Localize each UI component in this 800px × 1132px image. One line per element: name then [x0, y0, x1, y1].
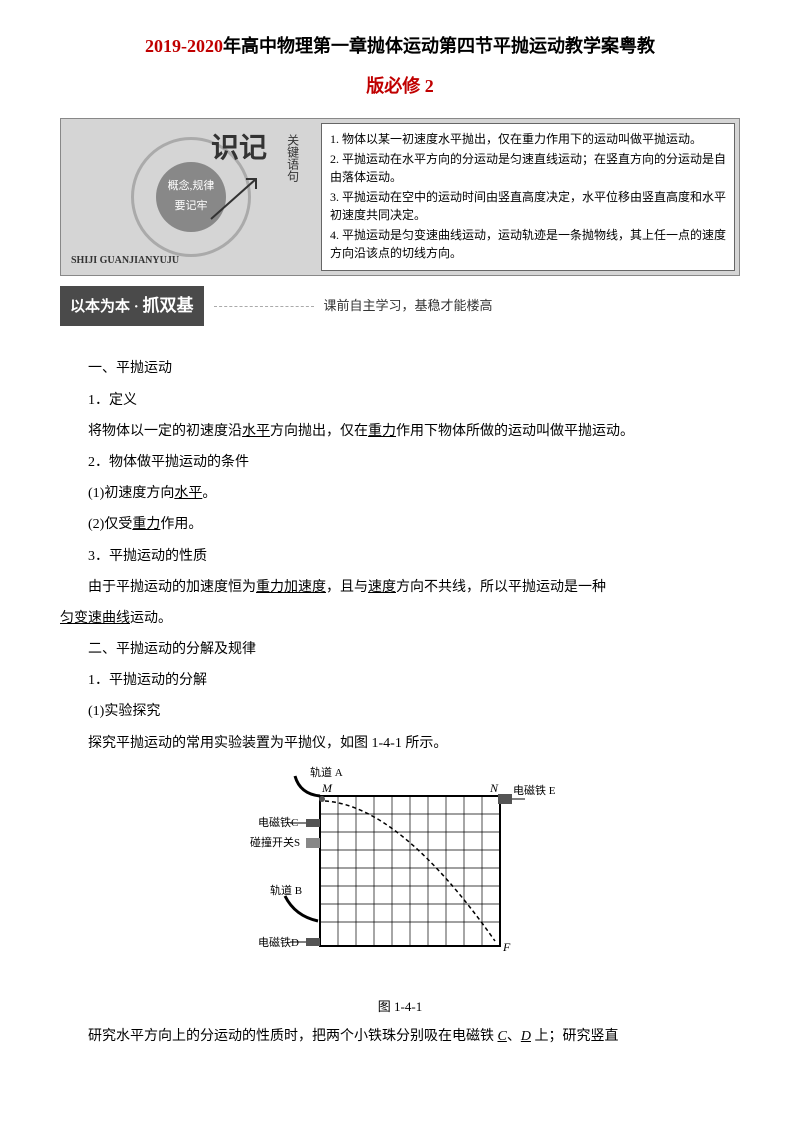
- para-experiment-desc: 探究平抛运动的常用实验装置为平抛仪，如图 1-4-1 所示。: [60, 731, 740, 756]
- section-prefix: 以本为本 ·: [70, 299, 143, 315]
- figure-caption: 图 1-4-1: [60, 995, 740, 1018]
- underline-gravity: 重力: [368, 424, 396, 439]
- para-condition-2: (2)仅受重力作用。: [60, 512, 740, 537]
- arrow-icon: [206, 174, 266, 224]
- italic-c: C: [498, 1029, 507, 1044]
- underline-uniform-curve: 匀变速曲线: [60, 611, 130, 626]
- section-divider: [214, 306, 314, 307]
- concept-banner: 概念,规律 要记牢 识记 关键语句 SHIJI GUANJIANYUJU 1. …: [60, 118, 740, 276]
- label-f: F: [502, 940, 511, 954]
- key-point-4: 4. 平抛运动是匀变速曲线运动，运动轨迹是一条抛物线，其上任一点的速度方向沿该点…: [330, 226, 726, 262]
- key-point-3: 3. 平抛运动在空中的运动时间由竖直高度决定，水平位移由竖直高度和水平初速度共同…: [330, 188, 726, 224]
- para-conditions-label: 2．物体做平抛运动的条件: [60, 450, 740, 475]
- underline-horizontal: 水平: [242, 424, 270, 439]
- banner-graphic: 概念,规律 要记牢 识记 关键语句 SHIJI GUANJIANYUJU: [61, 119, 321, 275]
- para-last: 研究水平方向上的分运动的性质时，把两个小铁珠分别吸在电磁铁 C、D 上；研究竖直: [60, 1024, 740, 1049]
- label-n: N: [489, 781, 499, 795]
- guanjian-label: 关键语句: [281, 134, 303, 182]
- page-title-line2: 版必修 2: [60, 70, 740, 102]
- para-experiment-label: (1)实验探究: [60, 699, 740, 724]
- key-point-2: 2. 平抛运动在水平方向的分运动是匀速直线运动；在竖直方向的分运动是自由落体运动…: [330, 150, 726, 186]
- bubble-text-2: 要记牢: [175, 197, 208, 217]
- para-condition-1: (1)初速度方向水平。: [60, 481, 740, 506]
- para-definition-label: 1．定义: [60, 388, 740, 413]
- main-content: 一、平抛运动 1．定义 将物体以一定的初速度沿水平方向抛出，仅在重力作用下物体所…: [60, 356, 740, 1049]
- section-bar: 以本为本 · 抓双基 课前自主学习，基稳才能楼高: [60, 286, 740, 327]
- underline-g-accel: 重力加速度: [256, 580, 326, 595]
- underline-velocity: 速度: [368, 580, 396, 595]
- para-property: 由于平抛运动的加速度恒为重力加速度，且与速度方向不共线，所以平抛运动是一种: [60, 575, 740, 600]
- para-property-cont: 匀变速曲线运动。: [60, 606, 740, 631]
- label-magnet-e: 电磁铁 E: [513, 784, 556, 797]
- section-main: 抓双基: [143, 296, 194, 315]
- shizi-label: 识记: [211, 124, 267, 174]
- heading-2: 二、平抛运动的分解及规律: [60, 637, 740, 662]
- label-track-b: 轨道 B: [270, 883, 302, 897]
- underline-horizontal-2: 水平: [174, 486, 202, 501]
- underline-gravity-2: 重力: [132, 517, 160, 532]
- title-highlight: 2019-2020: [145, 36, 223, 56]
- label-magnet-c: 电磁铁C: [258, 816, 298, 829]
- key-points-box: 1. 物体以某一初速度水平抛出，仅在重力作用下的运动叫做平抛运动。 2. 平抛运…: [321, 123, 735, 271]
- heading-1: 一、平抛运动: [60, 356, 740, 381]
- italic-d: D: [521, 1029, 531, 1044]
- para-decomp-label: 1．平抛运动的分解: [60, 668, 740, 693]
- key-point-1: 1. 物体以某一初速度水平抛出，仅在重力作用下的运动叫做平抛运动。: [330, 130, 726, 148]
- apparatus-diagram: 轨道 A M N 电磁铁 E 电磁铁C 碰撞开关S 轨道 B 电磁铁D F: [240, 766, 560, 976]
- page-title-line1: 2019-2020年高中物理第一章抛体运动第四节平抛运动教学案粤教: [60, 30, 740, 62]
- para-property-label: 3．平抛运动的性质: [60, 544, 740, 569]
- section-bar-box: 以本为本 · 抓双基: [60, 286, 204, 327]
- label-m: M: [321, 781, 333, 795]
- figure-1-4-1: 轨道 A M N 电磁铁 E 电磁铁C 碰撞开关S 轨道 B 电磁铁D F: [60, 766, 740, 985]
- section-note: 课前自主学习，基稳才能楼高: [324, 294, 493, 317]
- para-definition: 将物体以一定的初速度沿水平方向抛出，仅在重力作用下物体所做的运动叫做平抛运动。: [60, 419, 740, 444]
- pinyin-label: SHIJI GUANJIANYUJU: [71, 252, 179, 270]
- label-switch-s: 碰撞开关S: [250, 835, 300, 849]
- label-magnet-d: 电磁铁D: [258, 936, 299, 949]
- label-track-a: 轨道 A: [310, 766, 343, 779]
- title-rest: 年高中物理第一章抛体运动第四节平抛运动教学案粤教: [223, 36, 655, 56]
